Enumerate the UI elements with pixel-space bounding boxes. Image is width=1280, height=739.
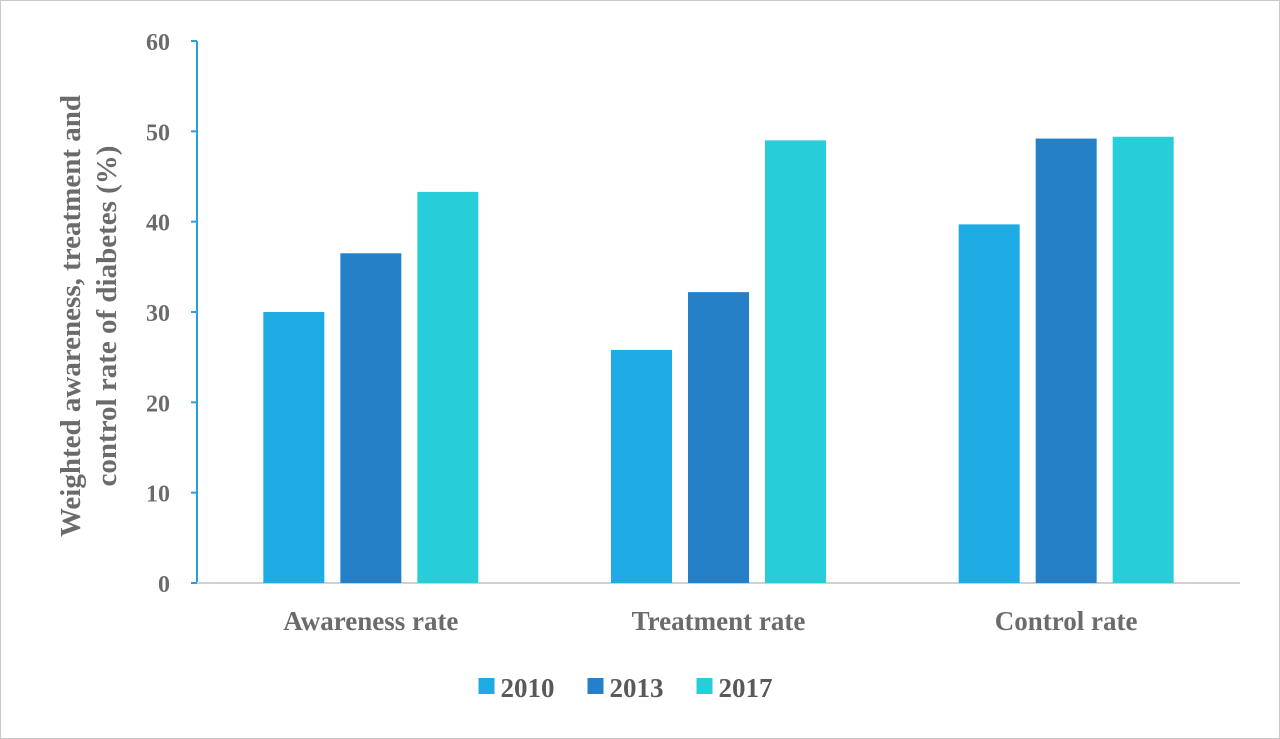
y-axis: 0 10 20 30 40 50 60 (146, 30, 198, 598)
bar-2013-2 (1035, 138, 1097, 583)
y-tick-label: 50 (146, 120, 170, 146)
bar-2017-2 (1112, 136, 1174, 583)
legend-swatch-2017 (696, 678, 713, 694)
y-tick-label: 40 (146, 211, 170, 237)
bar-2017-0 (417, 191, 479, 583)
y-axis-title-line: control rate of diabetes (%) (91, 146, 123, 487)
bar-2010-0 (263, 312, 325, 583)
y-tick-label: 60 (146, 30, 170, 56)
bar-2013-1 (688, 292, 749, 583)
legend: 2010 2013 2017 (478, 673, 773, 703)
x-axis: Awareness rate Treatment rate Control rate (197, 582, 1240, 636)
legend-swatch-2010 (478, 678, 495, 694)
legend-label-2013: 2013 (610, 673, 664, 703)
x-category-label: Control rate (995, 606, 1138, 636)
bar-2010-2 (958, 224, 1020, 584)
bar-2017-1 (765, 140, 826, 583)
legend-label-2017: 2017 (719, 673, 773, 703)
y-axis-title-line: Weighted awareness, treatment and (55, 95, 87, 537)
legend-label-2010: 2010 (501, 673, 555, 703)
y-axis-title: Weighted awareness, treatment and control… (55, 95, 123, 537)
bars (263, 136, 1174, 584)
bar-2010-1 (611, 349, 672, 583)
legend-swatch-2013 (587, 678, 604, 694)
x-category-label: Awareness rate (283, 606, 458, 636)
y-tick-label: 0 (158, 572, 170, 598)
y-tick-label: 20 (146, 391, 170, 417)
x-category-label: Treatment rate (632, 606, 806, 636)
y-tick-label: 10 (146, 482, 170, 508)
y-tick-label: 30 (146, 301, 170, 327)
bar-2013-0 (340, 253, 402, 584)
